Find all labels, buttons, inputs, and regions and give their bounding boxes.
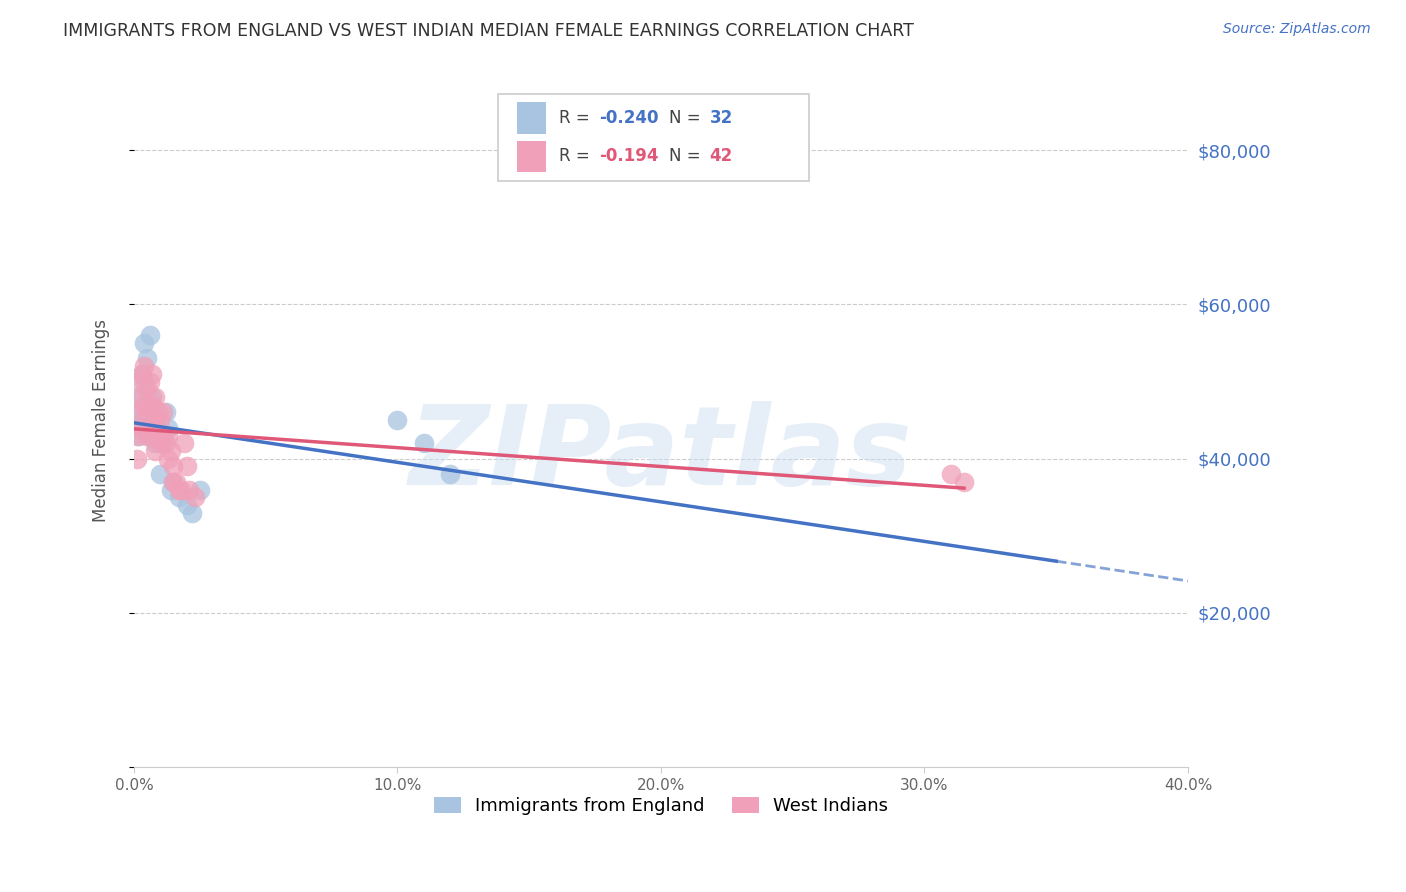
Point (146, 428, 169, 442)
Point (125, 421, 148, 435)
Text: -0.240: -0.240 (599, 109, 658, 127)
Point (136, 351, 159, 366)
Point (149, 467, 172, 482)
Point (165, 475, 187, 489)
Text: R =: R = (558, 147, 600, 165)
Text: Source: ZipAtlas.com: Source: ZipAtlas.com (1223, 22, 1371, 37)
Point (134, 398, 156, 412)
Text: ZIPatlas: ZIPatlas (409, 401, 912, 508)
Point (128, 375, 150, 389)
Point (134, 336, 156, 351)
Point (146, 421, 169, 435)
Point (183, 490, 205, 504)
Legend: Immigrants from England, West Indians: Immigrants from England, West Indians (425, 788, 897, 824)
Point (412, 436, 434, 450)
Point (143, 436, 166, 450)
Point (180, 506, 202, 520)
Point (939, 467, 962, 482)
Point (136, 398, 159, 412)
Point (141, 390, 163, 404)
Point (143, 390, 166, 404)
FancyBboxPatch shape (498, 94, 808, 180)
Point (162, 459, 184, 474)
Point (141, 398, 163, 412)
Point (131, 413, 153, 427)
Point (157, 421, 180, 435)
Point (157, 451, 180, 466)
Point (141, 428, 163, 442)
Point (149, 436, 172, 450)
Point (439, 467, 461, 482)
Point (136, 405, 159, 419)
Text: 32: 32 (710, 109, 733, 127)
Point (125, 451, 148, 466)
Point (141, 421, 163, 435)
Text: IMMIGRANTS FROM ENGLAND VS WEST INDIAN MEDIAN FEMALE EARNINGS CORRELATION CHART: IMMIGRANTS FROM ENGLAND VS WEST INDIAN M… (63, 22, 914, 40)
Point (136, 428, 159, 442)
Point (139, 428, 162, 442)
Point (162, 475, 184, 489)
Point (188, 483, 211, 497)
Point (131, 421, 153, 435)
Point (131, 367, 153, 381)
Point (128, 428, 150, 442)
Point (125, 428, 148, 442)
Point (149, 413, 172, 427)
Point (128, 390, 150, 404)
Point (139, 398, 162, 412)
Point (155, 436, 177, 450)
Point (179, 483, 201, 497)
Point (157, 428, 180, 442)
Point (131, 390, 153, 404)
Text: R =: R = (558, 109, 595, 127)
FancyBboxPatch shape (516, 141, 546, 172)
Point (141, 367, 163, 381)
Point (131, 367, 153, 381)
Point (176, 459, 198, 474)
Point (128, 405, 150, 419)
Point (146, 405, 169, 419)
Point (167, 490, 190, 504)
Point (143, 444, 166, 458)
Point (136, 382, 159, 396)
Point (953, 475, 976, 489)
Point (139, 328, 162, 343)
Point (134, 421, 156, 435)
Y-axis label: Median Female Earnings: Median Female Earnings (93, 318, 110, 522)
FancyBboxPatch shape (516, 103, 546, 134)
Point (176, 498, 198, 512)
Point (143, 405, 166, 419)
Text: N =: N = (669, 109, 706, 127)
Point (152, 428, 174, 442)
Point (152, 405, 174, 419)
Point (139, 413, 162, 427)
Point (387, 413, 409, 427)
Point (173, 436, 195, 450)
Text: -0.194: -0.194 (599, 147, 658, 165)
Point (143, 413, 166, 427)
Point (160, 483, 183, 497)
Point (170, 483, 193, 497)
Point (134, 375, 156, 389)
Point (155, 405, 177, 419)
Text: 42: 42 (710, 147, 733, 165)
Point (167, 483, 190, 497)
Point (160, 444, 183, 458)
Point (134, 359, 156, 373)
Point (152, 436, 174, 450)
Text: N =: N = (669, 147, 706, 165)
Point (149, 428, 172, 442)
Point (139, 375, 162, 389)
Point (125, 405, 148, 419)
Point (162, 475, 184, 489)
